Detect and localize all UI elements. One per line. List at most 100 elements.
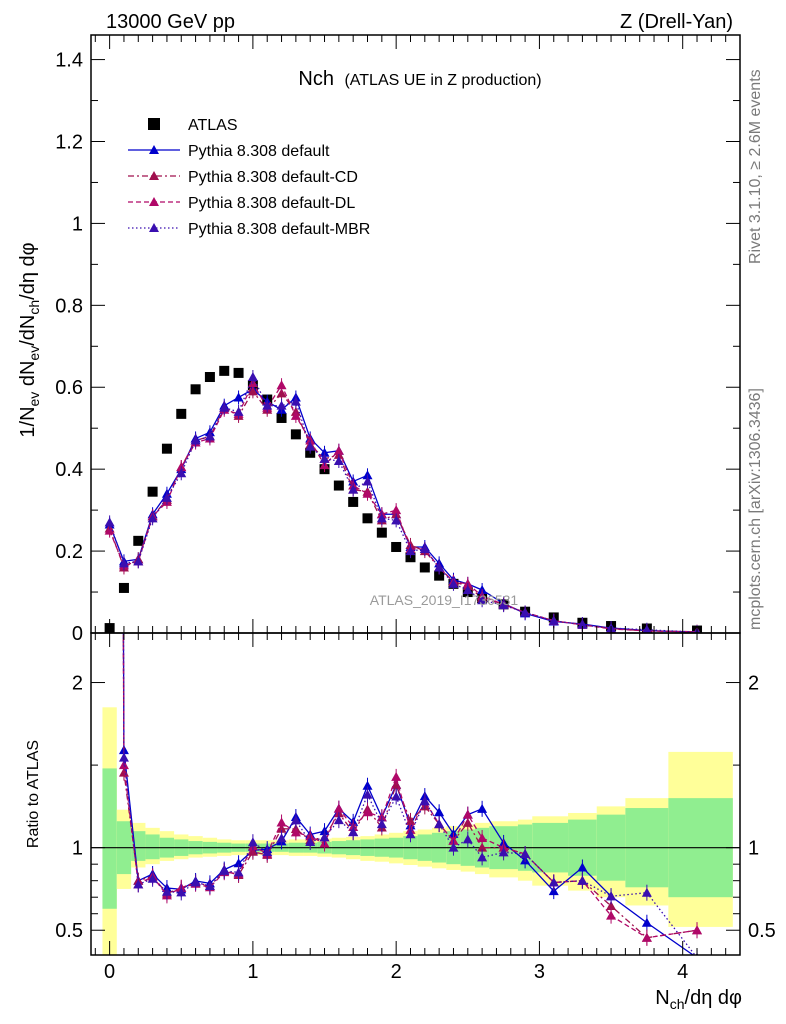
mc-ratio-point [333,803,344,813]
mc-ratio-line [122,633,698,939]
mc-data-point [419,544,430,554]
atlas-data-point [133,535,144,546]
mc-data-point [161,492,172,502]
mc-ratio-point [333,815,344,825]
atlas-data-point [348,496,359,507]
mc-ratio-point [462,809,473,819]
mc-ratio-point [362,789,373,799]
process-label: Z (Drell-Yan) [620,11,733,33]
mc-data-point [233,392,244,402]
mc-ratio-point [262,847,273,857]
mc-ratio-point [362,780,373,790]
mc-data-point [290,396,301,406]
atlas-data-point [176,408,187,419]
legend-label: Pythia 8.308 default-DL [188,195,355,212]
atlas-data-point [434,570,445,581]
ratio-y-tick-label: 1 [72,838,83,860]
legend-label: ATLAS [188,117,238,134]
mc-ratio-point [434,819,445,829]
mc-ratio-point [118,752,129,762]
legend-marker-triangle [149,223,159,232]
mc-data-point [498,600,509,610]
main-panel: ATLAS_2019_I1736531 0 0.2 0.4 0.6 0.8 1 1.2 1.4… [55,34,741,645]
y-tick-label: 0.2 [55,541,83,563]
mc-ratio-point [520,849,531,859]
legend-marker-square [148,118,160,130]
atlas-data-point [391,541,402,552]
mc-ratio-point [606,891,617,901]
mc-ratio-point [419,796,430,806]
mc-data-point [462,584,473,594]
atlas-data-point [376,527,387,538]
atlas-data-point [233,367,244,378]
mc-data-point [276,388,287,398]
watermark: ATLAS_2019_I1736531 [370,592,519,608]
mc-data-point [247,372,258,382]
legend-marker-triangle [149,171,159,180]
atlas-data-point [204,372,215,383]
atlas-data-point [419,562,430,573]
mcplots-label: mcplots.cern.ch [arXiv:1306.3436] [747,388,764,630]
plot-title-main: Nch [298,68,334,90]
mc-data-point [290,410,301,420]
mc-ratio-point [247,837,258,847]
y-tick-label: 1.4 [55,50,83,72]
legend-label: Pythia 8.308 default-MBR [188,221,370,238]
mc-data-point [204,431,215,441]
mc-data-point [305,441,316,451]
mc-ratio-point [319,832,330,842]
ratio-y-tick-label-right: 2 [748,673,759,695]
mc-ratio-point [405,829,416,839]
mc-data-point [319,453,330,463]
mc-data-point [190,435,201,445]
mc-data-point [434,562,445,572]
ratio-y-axis-label: Ratio to ATLAS [25,740,42,848]
mc-data-point [233,406,244,416]
mc-ratio-point [362,807,373,817]
mc-data-point [577,619,588,629]
mc-ratio-point [290,827,301,837]
mc-ratio-point [641,887,652,897]
plot-title-sub: (ATLAS UE in Z production) [344,72,541,89]
atlas-data-point [161,443,172,454]
mc-data-point [362,476,373,486]
uncertainty-band-green [102,768,117,909]
mc-ratio-point [290,815,301,825]
mc-data-point [333,445,344,455]
mc-ratio-point [548,886,559,896]
atlas-data-point [333,480,344,491]
mc-ratio-point [405,815,416,825]
atlas-data-point [147,486,158,497]
mc-ratio-point [276,817,287,827]
mc-series-line [109,375,698,633]
atlas-data-point [118,582,129,593]
legend-label: Pythia 8.308 default-CD [188,169,358,186]
mc-ratio-point [606,900,617,910]
mc-ratio-point [641,917,652,927]
mc-data-point [548,615,559,625]
mc-ratio-point [305,837,316,847]
mc-ratio-point [276,833,287,843]
mc-series-line [109,381,698,633]
mc-ratio-point [204,880,215,890]
ratio-y-tick-label-right: 1 [748,838,759,860]
mc-ratio-point [477,852,488,862]
mc-ratio-point [477,832,488,842]
mc-ratio-point [477,803,488,813]
legend: ATLAS Pythia 8.308 default Pythia 8.308 de… [128,117,370,238]
mc-ratio-point [161,886,172,896]
mc-ratio-point [462,834,473,844]
ratio-y-tick-label: 2 [72,673,83,695]
mc-ratio-point [176,887,187,897]
mc-ratio-point [233,867,244,877]
mc-ratio-point [577,875,588,885]
rivet-label: Rivet 3.1.10, ≥ 2.6M events [747,69,764,264]
mc-ratio-point [692,925,703,935]
atlas-data-point [362,513,373,524]
x-tick-label: 0 [104,961,115,983]
mc-data-point [362,488,373,498]
legend-marker-triangle [149,145,159,154]
mc-data-point [642,624,652,633]
mc-data-point [376,513,387,523]
